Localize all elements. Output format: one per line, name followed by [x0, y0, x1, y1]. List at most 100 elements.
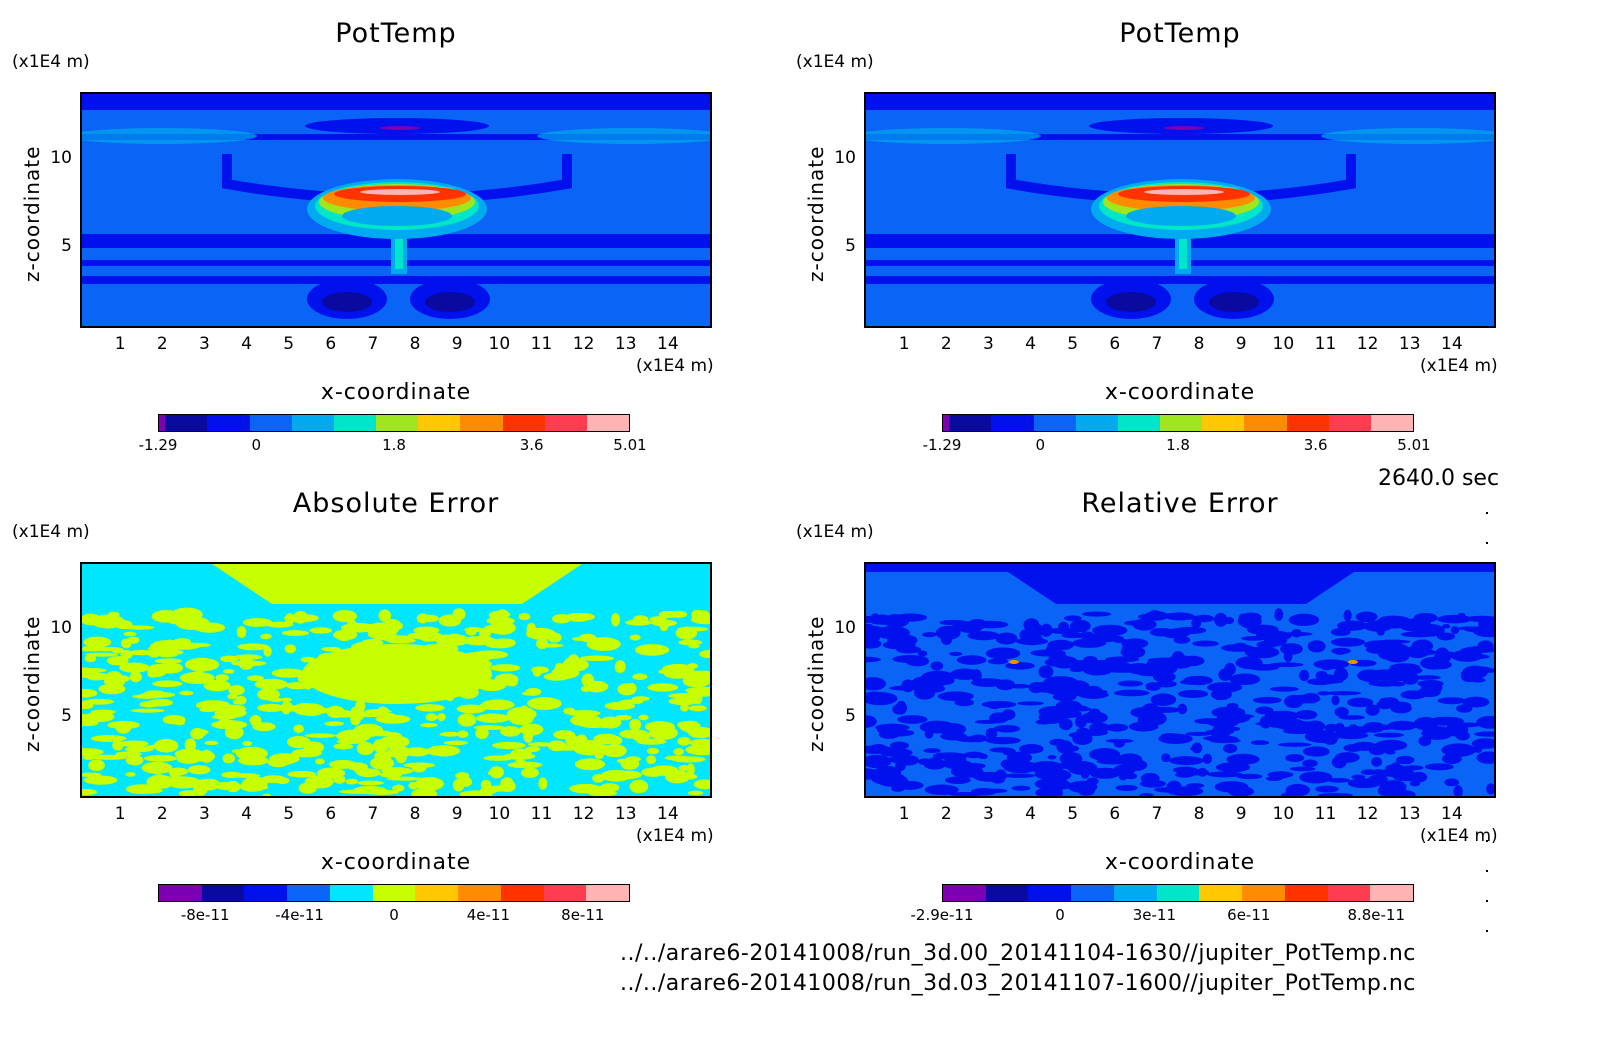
field-blob: [336, 739, 367, 744]
field-blob: [326, 705, 345, 719]
colorbar-segment: [1075, 415, 1118, 431]
field-blob: [411, 762, 427, 773]
field-band: [82, 128, 257, 144]
field-band: [866, 134, 1494, 140]
panel-4: Relative Error (x1E4 m) z-coordinate 5 10 1 2 3…: [784, 470, 1568, 940]
field-blob: [1076, 727, 1091, 737]
field-blob: [1113, 689, 1150, 697]
field-blob: [329, 759, 357, 769]
x-axis-label: x-coordinate: [320, 380, 472, 405]
field-blob: [1343, 609, 1352, 622]
field-blob: [647, 683, 679, 692]
field-blob: [466, 636, 476, 644]
field-blob: [1444, 778, 1460, 787]
field-blob: [148, 650, 160, 658]
field-blob: [1065, 628, 1076, 636]
field-blob: [1229, 673, 1261, 685]
field-blob: [338, 789, 374, 794]
field-blob: [452, 778, 465, 792]
field-blob: [1302, 759, 1318, 768]
colorbar-segment: [415, 885, 459, 901]
field-blob: [83, 698, 115, 705]
field-blob: [646, 747, 659, 755]
field-blob: [1317, 691, 1331, 696]
field-blob: [1289, 766, 1316, 772]
field-blob: [1023, 618, 1040, 632]
time-label: 2640.0 sec: [1378, 466, 1500, 491]
y-tick-label: 10: [50, 147, 72, 168]
field-blob: [895, 700, 908, 715]
field-blob: [514, 759, 526, 767]
field-region: [1089, 118, 1273, 134]
field-blob: [254, 678, 289, 690]
field-blob: [1113, 738, 1125, 748]
field-blob: [687, 790, 704, 796]
field-blob: [194, 622, 226, 633]
colorbar: [942, 884, 1414, 902]
field-blob: [1178, 689, 1209, 698]
field-blob: [1376, 627, 1385, 636]
x-tick-label: 8: [1193, 804, 1205, 824]
y-axis-label: z-coordinate: [20, 615, 44, 752]
field-blob: [1333, 667, 1349, 682]
colorbar-segment: [943, 415, 950, 431]
field-blob: [668, 693, 704, 699]
field-blob: [1435, 647, 1450, 660]
field-blob: [82, 748, 104, 757]
margin-dot: [1486, 542, 1488, 544]
field-blob: [152, 680, 183, 688]
field-blob: [321, 646, 341, 652]
field-blob: [1063, 615, 1082, 622]
colorbar-label: 0: [1055, 906, 1065, 924]
field-blob: [1137, 614, 1157, 620]
field-blob: [260, 633, 272, 640]
field-blob: [125, 772, 136, 777]
field-blob: [901, 679, 915, 693]
colorbar-segment: [1370, 885, 1414, 901]
field-blob: [82, 772, 102, 778]
field-blob: [1306, 678, 1334, 686]
field-blob: [284, 644, 296, 654]
field-blob: [1185, 731, 1212, 736]
field-blob: [1035, 719, 1052, 725]
field-blob: [866, 715, 877, 728]
field-blob: [214, 707, 237, 719]
field-blob: [82, 702, 94, 710]
field-blob: [1072, 638, 1107, 648]
field-blob: [574, 744, 596, 753]
x-tick-label: 12: [572, 334, 595, 354]
field-blob: [82, 788, 98, 796]
field-blob: [1120, 645, 1146, 659]
field-blob: [227, 693, 238, 700]
field-blob: [105, 671, 123, 685]
field-blob: [1400, 690, 1427, 700]
field-blob: [280, 697, 292, 702]
field-blob: [1390, 681, 1406, 687]
colorbar-segment: [1199, 885, 1243, 901]
field-blob: [1006, 751, 1033, 764]
field-blob: [287, 770, 317, 778]
colorbar: [158, 884, 630, 902]
x-tick-label: 6: [325, 334, 337, 354]
field-blob: [551, 666, 580, 679]
field-blob: [437, 713, 446, 722]
colorbar-segment: [159, 885, 202, 901]
field-blob: [1066, 680, 1090, 695]
field-blob: [984, 788, 1008, 794]
margin-dot: [1486, 870, 1488, 872]
field-blob: [678, 765, 691, 772]
field-blob: [917, 758, 933, 766]
x-tick-label: 9: [1235, 334, 1247, 354]
field-blob: [287, 736, 311, 749]
field-blob: [379, 772, 402, 778]
field-blob: [391, 749, 409, 757]
colorbar-segment: [991, 415, 1034, 431]
panel-1: PotTemp (x1E4 m) z-coordinate 5 10 1 2 3 4 5 6 7 8 9 1…: [0, 0, 784, 470]
colorbar-segment: [1160, 415, 1203, 431]
field-blob: [143, 690, 166, 698]
field-blob: [1118, 771, 1128, 781]
field-blob: [365, 789, 399, 795]
y-axis-label: z-coordinate: [804, 145, 828, 282]
margin-dot: [1486, 930, 1488, 932]
field-blob: [1376, 642, 1410, 657]
